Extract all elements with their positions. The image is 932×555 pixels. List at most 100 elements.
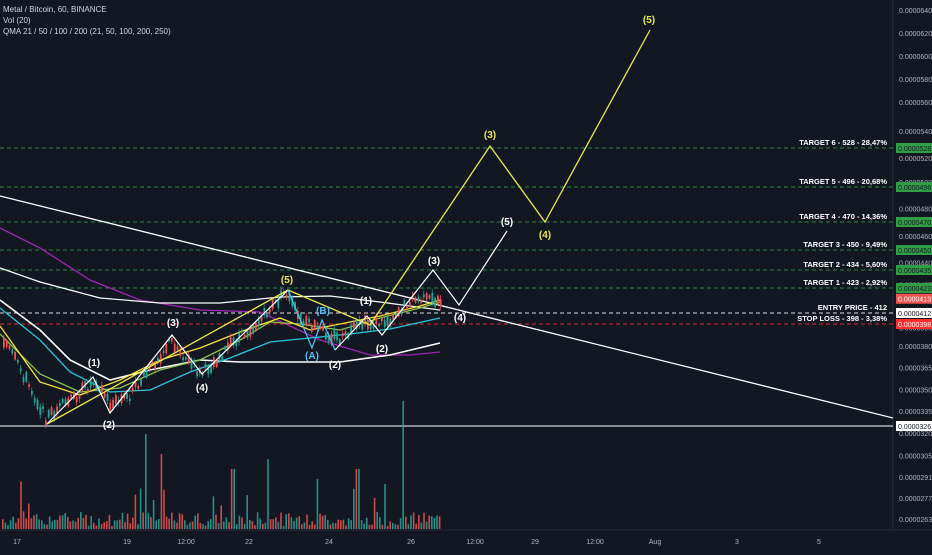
volume-bar [293,520,295,529]
ma-indicator-label[interactable]: QMA 21 / 50 / 100 / 200 (21, 50, 100, 20… [3,27,171,36]
candle-body [157,358,159,363]
volume-bar [402,401,404,529]
candle-body [73,391,75,399]
candle-body [406,305,408,310]
y-tick-label: 0.0000580 [899,77,932,84]
candle-body [33,397,36,403]
volume-bar [150,517,152,529]
candle-body [336,332,338,341]
candle-body [311,325,313,332]
volume-bar [288,513,290,529]
candle-body [369,321,372,330]
stop-loss-label: STOP LOSS - 398 - 3,38% [797,314,887,323]
candle-body [179,349,182,356]
volume-bar [184,520,186,529]
volume-bar [64,513,66,529]
candle-body [36,399,39,410]
volume-indicator-label[interactable]: Vol (20) [3,16,31,25]
wave-label: (3) [167,318,179,329]
y-tick-label: 0.0000380 [899,344,932,351]
volume-bar [30,518,33,529]
y-tick-label: 0.0000263 [899,517,932,524]
y-tick-label: 0.0000640 [899,8,932,15]
volume-bar [25,518,27,529]
volume-bar [103,522,105,529]
entry-price-price-tag [896,308,932,318]
candle-body [22,376,25,383]
candle-body [274,299,277,302]
candle-body [171,337,173,342]
volume-bar [368,524,371,529]
volume-bar [186,524,189,529]
symbol-title[interactable]: Metal / Bitcoin, 60, BINANCE [3,5,107,14]
target-1-price-tag-text: 0.0000423 [898,286,931,293]
candle-body [285,294,288,298]
candle-body [439,299,442,307]
candle-body [3,337,5,348]
target-4-label: TARGET 4 - 470 - 14,36% [799,212,887,221]
volume-bar [82,517,85,529]
candle-body [383,320,386,328]
volume-bar [371,524,373,529]
candle-body [126,393,128,399]
volume-bar [228,522,230,529]
candle-body [263,307,266,315]
wave-label: (3) [428,256,440,267]
candle-body [151,360,154,364]
candle-body [103,393,106,398]
y-tick-label: 0.0000365 [899,366,932,373]
volume-bar [399,518,402,529]
volume-bar [275,517,277,529]
volume-bar [306,514,308,529]
x-tick-label: 12:00 [177,539,195,546]
volume-bar [90,516,92,529]
candle-body [364,315,366,324]
x-tick-label: 5 [817,539,821,546]
candle-body [59,402,61,407]
wave-label: (4) [454,313,466,324]
candle-body [182,357,184,360]
candle-body [165,343,168,354]
volume-bar [207,521,209,529]
volume-bar [220,505,222,529]
x-tick-label: 19 [123,539,131,546]
volume-bar [142,512,144,529]
volume-bar [397,524,399,529]
y-tick-label: 0.0000560 [899,100,932,107]
candle-body [420,300,422,304]
volume-bar [61,515,64,529]
candle-body [322,325,324,331]
volume-bar [431,516,433,529]
y-tick-label: 0.0000291 [899,475,932,482]
volume-bar [17,518,20,529]
target-3-price-tag [896,245,932,255]
candle-body [53,411,56,420]
candle-body [201,372,204,376]
volume-bar [342,519,345,529]
candle-body [403,300,406,305]
volume-bar [145,434,147,529]
volume-bar [386,525,389,529]
volume-bar [108,514,111,529]
blue-abc-path [287,289,336,351]
target-5-price-tag-text: 0.0000496 [898,185,931,192]
volume-bar [319,513,321,529]
volume-bar [254,525,256,529]
stop-loss-price-tag [896,319,932,329]
volume-bar [420,522,423,529]
volume-bar [280,512,282,529]
y-tick-label: 0.0000395 [899,326,932,333]
target-2-price-tag-text: 0.0000435 [898,268,931,275]
volume-bar [436,515,438,529]
candle-body [414,297,417,303]
x-tick-label: 26 [407,539,415,546]
volume-bar [321,515,324,529]
volume-bar [132,517,134,529]
volume-bar [176,522,178,529]
candle-body [115,394,117,404]
wave-label: (5) [501,217,513,228]
volume-bar [69,521,72,529]
candle-body [204,363,207,368]
